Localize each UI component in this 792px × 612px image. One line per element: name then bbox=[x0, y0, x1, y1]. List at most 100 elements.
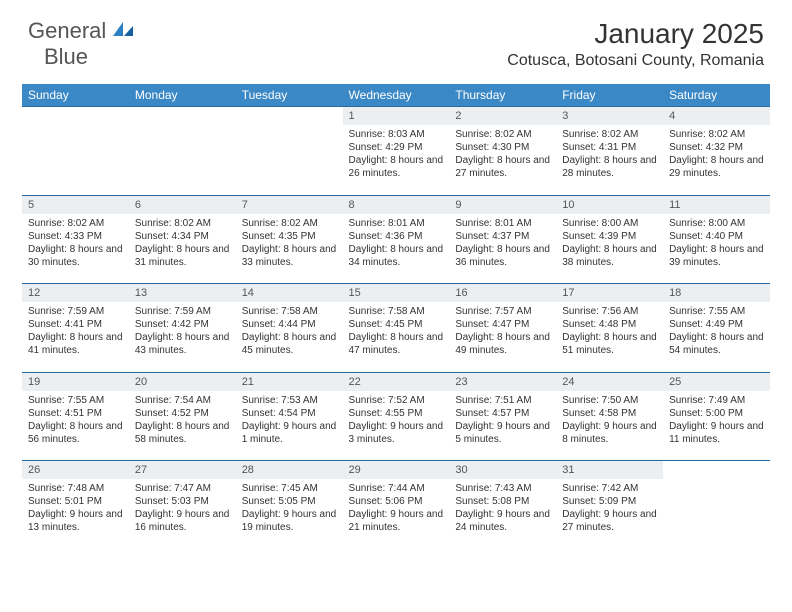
day-number-cell: 26 bbox=[22, 461, 129, 480]
day-number-cell: 21 bbox=[236, 372, 343, 391]
daylight-text: Daylight: 8 hours and 39 minutes. bbox=[669, 243, 764, 269]
daylight-text: Daylight: 8 hours and 38 minutes. bbox=[562, 243, 657, 269]
day-cell: Sunrise: 8:02 AMSunset: 4:33 PMDaylight:… bbox=[22, 214, 129, 284]
day-cell: Sunrise: 8:02 AMSunset: 4:30 PMDaylight:… bbox=[449, 125, 556, 195]
daylight-text: Daylight: 9 hours and 16 minutes. bbox=[135, 508, 230, 534]
sunrise-text: Sunrise: 8:03 AM bbox=[349, 128, 444, 141]
daylight-text: Daylight: 9 hours and 24 minutes. bbox=[455, 508, 550, 534]
day-number-cell: 20 bbox=[129, 372, 236, 391]
sail-icon bbox=[111, 20, 135, 38]
day-number-cell bbox=[236, 107, 343, 126]
day-cell: Sunrise: 7:50 AMSunset: 4:58 PMDaylight:… bbox=[556, 391, 663, 461]
sunrise-text: Sunrise: 8:02 AM bbox=[669, 128, 764, 141]
day-number-cell: 31 bbox=[556, 461, 663, 480]
sunset-text: Sunset: 4:45 PM bbox=[349, 318, 444, 331]
day-content-row: Sunrise: 8:03 AMSunset: 4:29 PMDaylight:… bbox=[22, 125, 770, 195]
sunset-text: Sunset: 5:08 PM bbox=[455, 495, 550, 508]
sunset-text: Sunset: 4:48 PM bbox=[562, 318, 657, 331]
daylight-text: Daylight: 8 hours and 58 minutes. bbox=[135, 420, 230, 446]
day-header-row: SundayMondayTuesdayWednesdayThursdayFrid… bbox=[22, 84, 770, 107]
day-number-cell: 23 bbox=[449, 372, 556, 391]
day-header: Tuesday bbox=[236, 84, 343, 107]
sunrise-text: Sunrise: 7:50 AM bbox=[562, 394, 657, 407]
day-number-cell: 5 bbox=[22, 195, 129, 214]
daylight-text: Daylight: 9 hours and 27 minutes. bbox=[562, 508, 657, 534]
sunrise-text: Sunrise: 7:52 AM bbox=[349, 394, 444, 407]
day-number-cell: 28 bbox=[236, 461, 343, 480]
day-number-cell: 13 bbox=[129, 284, 236, 303]
daylight-text: Daylight: 8 hours and 51 minutes. bbox=[562, 331, 657, 357]
sunrise-text: Sunrise: 7:48 AM bbox=[28, 482, 123, 495]
day-cell: Sunrise: 7:58 AMSunset: 4:45 PMDaylight:… bbox=[343, 302, 450, 372]
day-cell: Sunrise: 7:59 AMSunset: 4:42 PMDaylight:… bbox=[129, 302, 236, 372]
daylight-text: Daylight: 9 hours and 19 minutes. bbox=[242, 508, 337, 534]
day-number-cell: 2 bbox=[449, 107, 556, 126]
day-cell bbox=[236, 125, 343, 195]
day-cell: Sunrise: 7:47 AMSunset: 5:03 PMDaylight:… bbox=[129, 479, 236, 549]
sunset-text: Sunset: 4:44 PM bbox=[242, 318, 337, 331]
day-number-cell bbox=[129, 107, 236, 126]
day-header: Sunday bbox=[22, 84, 129, 107]
daylight-text: Daylight: 9 hours and 8 minutes. bbox=[562, 420, 657, 446]
logo-text-2: Blue bbox=[44, 44, 88, 69]
daylight-text: Daylight: 8 hours and 54 minutes. bbox=[669, 331, 764, 357]
day-cell: Sunrise: 7:51 AMSunset: 4:57 PMDaylight:… bbox=[449, 391, 556, 461]
day-number-cell: 29 bbox=[343, 461, 450, 480]
daylight-text: Daylight: 8 hours and 56 minutes. bbox=[28, 420, 123, 446]
daylight-text: Daylight: 8 hours and 36 minutes. bbox=[455, 243, 550, 269]
sunset-text: Sunset: 4:47 PM bbox=[455, 318, 550, 331]
sunrise-text: Sunrise: 8:02 AM bbox=[135, 217, 230, 230]
sunset-text: Sunset: 5:03 PM bbox=[135, 495, 230, 508]
sunrise-text: Sunrise: 7:57 AM bbox=[455, 305, 550, 318]
sunset-text: Sunset: 4:32 PM bbox=[669, 141, 764, 154]
daylight-text: Daylight: 8 hours and 26 minutes. bbox=[349, 154, 444, 180]
day-cell bbox=[129, 125, 236, 195]
day-cell: Sunrise: 7:56 AMSunset: 4:48 PMDaylight:… bbox=[556, 302, 663, 372]
day-cell: Sunrise: 8:02 AMSunset: 4:34 PMDaylight:… bbox=[129, 214, 236, 284]
day-number-cell: 10 bbox=[556, 195, 663, 214]
daylight-text: Daylight: 8 hours and 34 minutes. bbox=[349, 243, 444, 269]
location-text: Cotusca, Botosani County, Romania bbox=[507, 52, 764, 70]
sunset-text: Sunset: 4:34 PM bbox=[135, 230, 230, 243]
daylight-text: Daylight: 8 hours and 29 minutes. bbox=[669, 154, 764, 180]
title-block: January 2025 Cotusca, Botosani County, R… bbox=[507, 18, 764, 70]
sunrise-text: Sunrise: 8:02 AM bbox=[242, 217, 337, 230]
sunrise-text: Sunrise: 7:47 AM bbox=[135, 482, 230, 495]
sunset-text: Sunset: 4:49 PM bbox=[669, 318, 764, 331]
daylight-text: Daylight: 9 hours and 13 minutes. bbox=[28, 508, 123, 534]
day-cell: Sunrise: 7:52 AMSunset: 4:55 PMDaylight:… bbox=[343, 391, 450, 461]
day-number-row: 12131415161718 bbox=[22, 284, 770, 303]
sunset-text: Sunset: 4:37 PM bbox=[455, 230, 550, 243]
day-cell: Sunrise: 7:59 AMSunset: 4:41 PMDaylight:… bbox=[22, 302, 129, 372]
sunset-text: Sunset: 4:30 PM bbox=[455, 141, 550, 154]
day-cell: Sunrise: 8:00 AMSunset: 4:40 PMDaylight:… bbox=[663, 214, 770, 284]
page-title: January 2025 bbox=[507, 18, 764, 50]
sunset-text: Sunset: 4:41 PM bbox=[28, 318, 123, 331]
daylight-text: Daylight: 8 hours and 45 minutes. bbox=[242, 331, 337, 357]
sunrise-text: Sunrise: 7:58 AM bbox=[349, 305, 444, 318]
sunset-text: Sunset: 4:54 PM bbox=[242, 407, 337, 420]
day-cell: Sunrise: 7:55 AMSunset: 4:51 PMDaylight:… bbox=[22, 391, 129, 461]
day-number-row: 1234 bbox=[22, 107, 770, 126]
sunset-text: Sunset: 4:33 PM bbox=[28, 230, 123, 243]
day-number-cell: 17 bbox=[556, 284, 663, 303]
header: General Blue January 2025 Cotusca, Botos… bbox=[0, 0, 792, 78]
daylight-text: Daylight: 8 hours and 27 minutes. bbox=[455, 154, 550, 180]
sunrise-text: Sunrise: 8:01 AM bbox=[349, 217, 444, 230]
day-cell: Sunrise: 7:43 AMSunset: 5:08 PMDaylight:… bbox=[449, 479, 556, 549]
day-cell: Sunrise: 7:44 AMSunset: 5:06 PMDaylight:… bbox=[343, 479, 450, 549]
day-number-cell: 7 bbox=[236, 195, 343, 214]
day-number-cell: 15 bbox=[343, 284, 450, 303]
day-number-cell: 4 bbox=[663, 107, 770, 126]
sunrise-text: Sunrise: 7:56 AM bbox=[562, 305, 657, 318]
logo-text-wrap: General Blue bbox=[28, 18, 135, 70]
daylight-text: Daylight: 9 hours and 11 minutes. bbox=[669, 420, 764, 446]
day-cell: Sunrise: 7:48 AMSunset: 5:01 PMDaylight:… bbox=[22, 479, 129, 549]
day-cell: Sunrise: 8:01 AMSunset: 4:36 PMDaylight:… bbox=[343, 214, 450, 284]
daylight-text: Daylight: 8 hours and 30 minutes. bbox=[28, 243, 123, 269]
sunset-text: Sunset: 4:58 PM bbox=[562, 407, 657, 420]
sunset-text: Sunset: 4:35 PM bbox=[242, 230, 337, 243]
day-number-cell: 30 bbox=[449, 461, 556, 480]
day-number-cell: 9 bbox=[449, 195, 556, 214]
day-cell: Sunrise: 8:02 AMSunset: 4:35 PMDaylight:… bbox=[236, 214, 343, 284]
